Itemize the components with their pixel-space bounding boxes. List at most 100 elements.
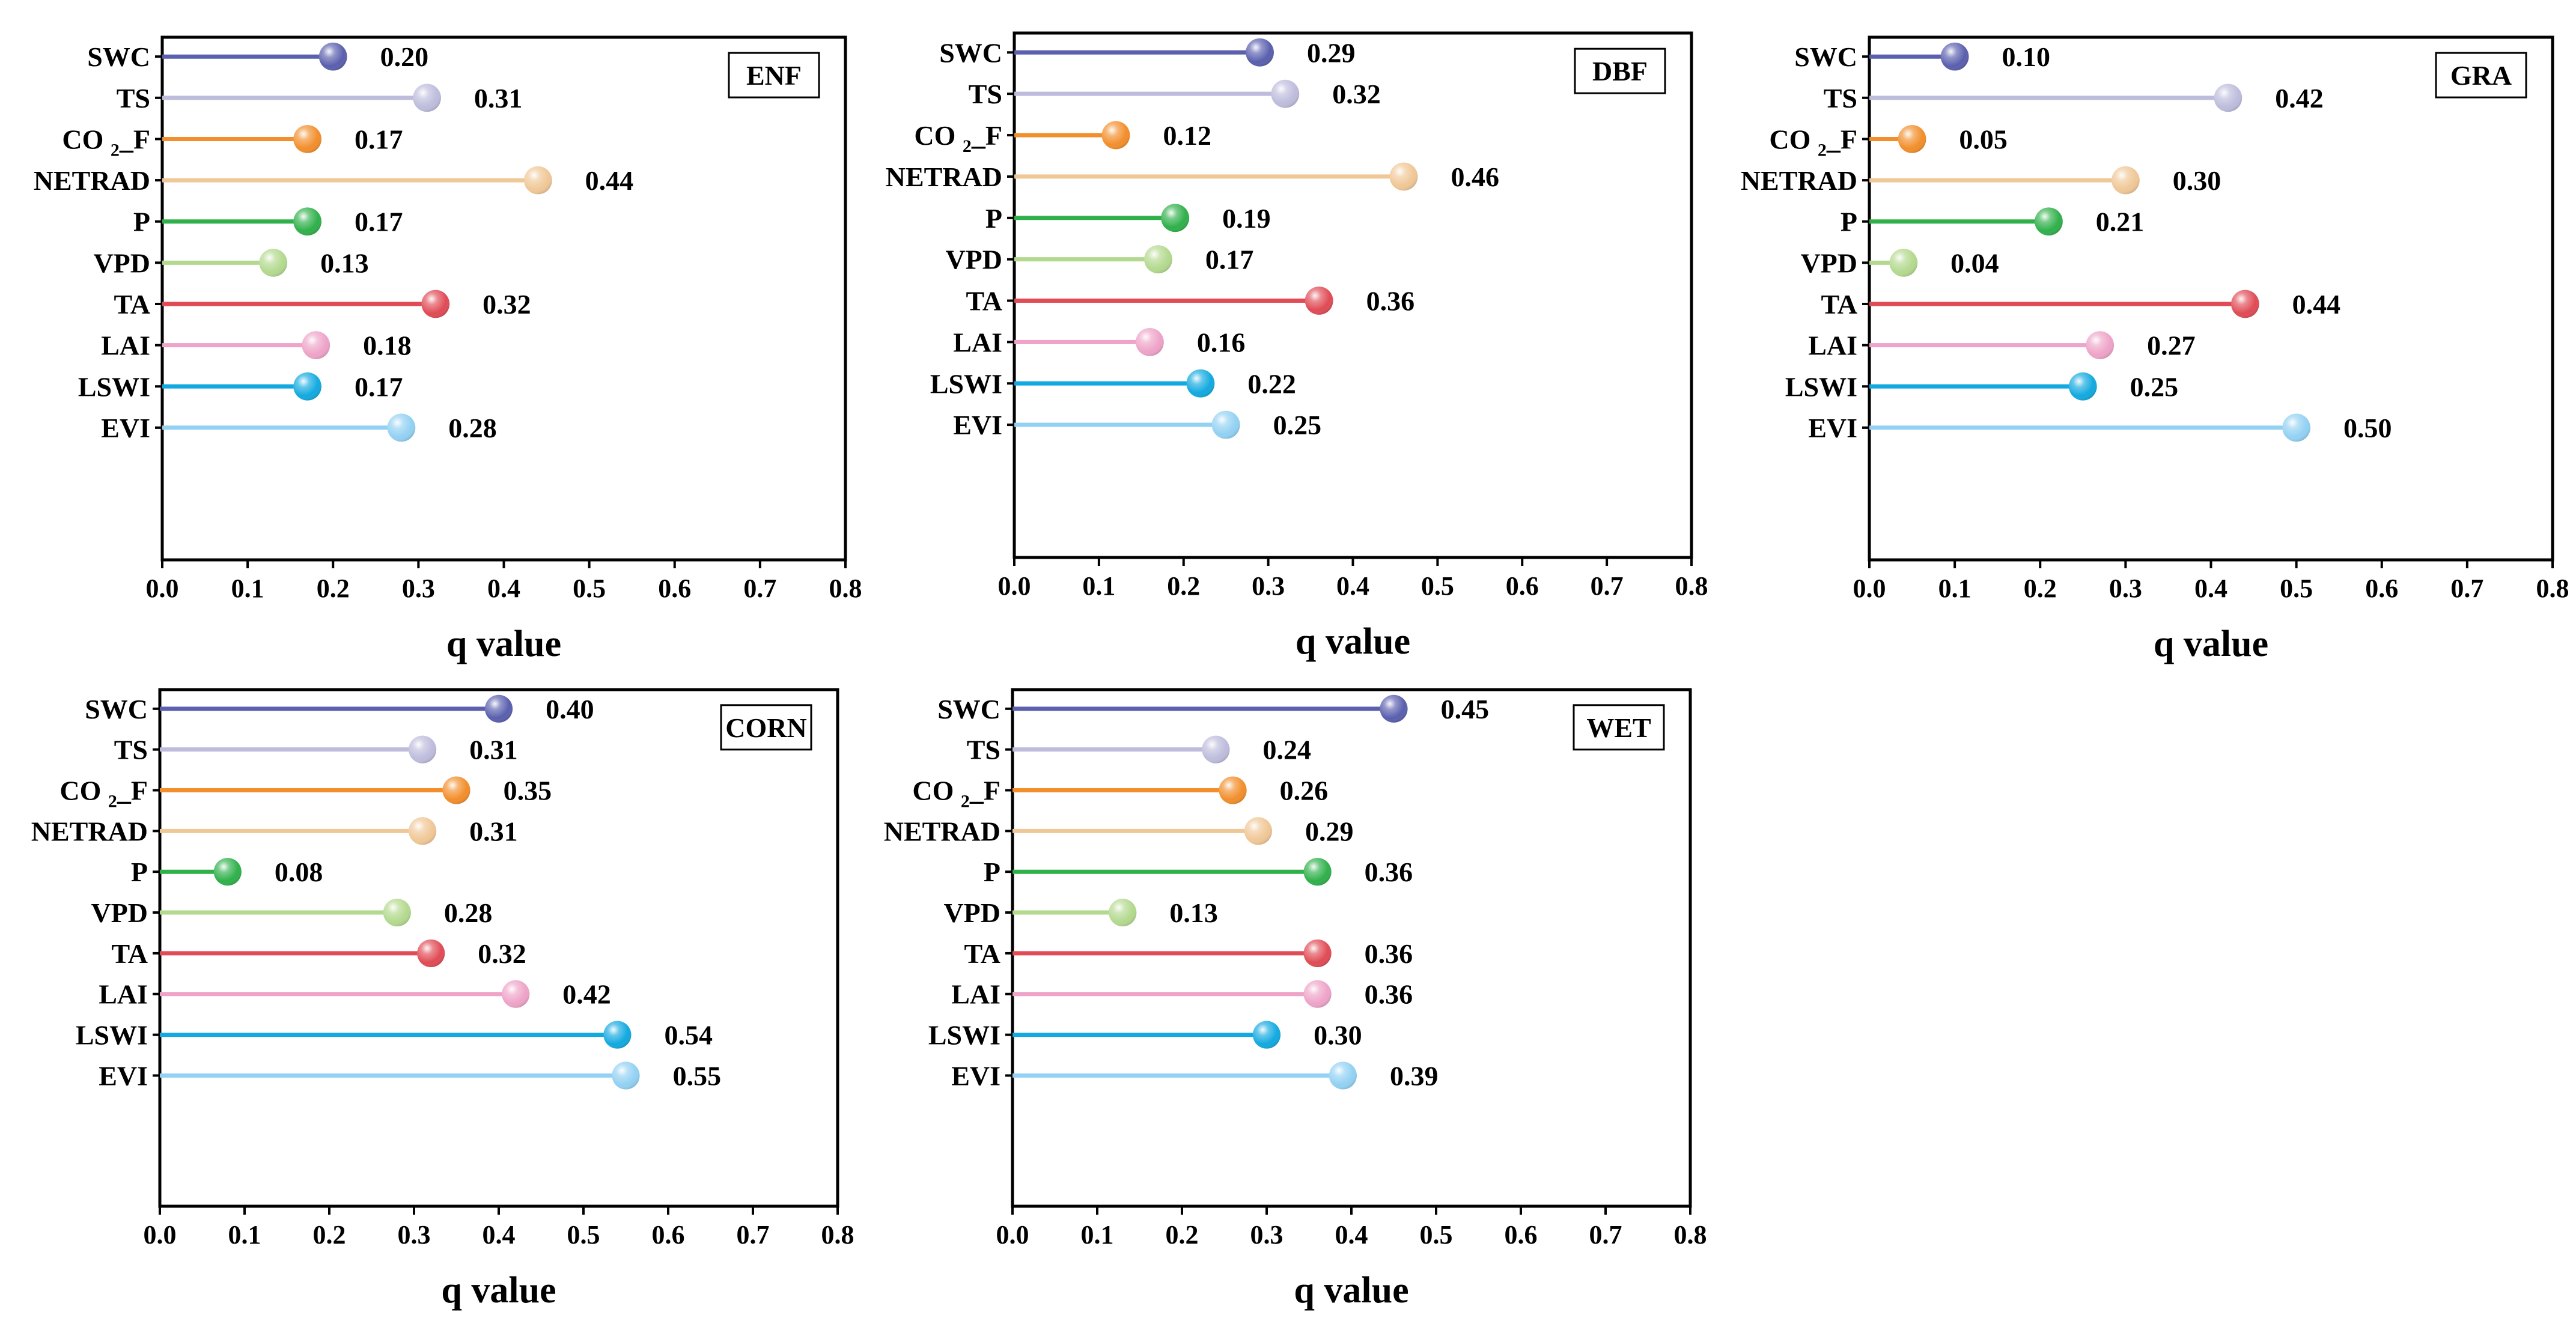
value-label-ta: 0.36 bbox=[1366, 286, 1415, 317]
value-label-co2-f: 0.05 bbox=[1959, 124, 2008, 154]
x-tick-label: 0.7 bbox=[2450, 574, 2483, 603]
x-axis-label: q value bbox=[446, 624, 561, 664]
value-label-p: 0.08 bbox=[275, 857, 323, 887]
lollipop-marker-highlight bbox=[1109, 898, 1137, 927]
value-label-lai: 0.27 bbox=[2147, 330, 2196, 361]
category-label-co2-f: CO 2_F bbox=[1769, 124, 1857, 160]
x-tick-label: 0.1 bbox=[1081, 1220, 1114, 1249]
value-label-lai: 0.16 bbox=[1197, 327, 1246, 357]
value-label-p: 0.36 bbox=[1365, 857, 1413, 887]
category-label-ta: TA bbox=[964, 938, 1001, 969]
lollipop-marker-highlight bbox=[293, 125, 321, 153]
chart-panel-dbf: 0.0 0.1 0.2 0.3 0.4 0.5 0.6 0.7 0.8 q value DBF SWC… bbox=[886, 31, 1708, 662]
x-tick-label: 0.7 bbox=[737, 1220, 770, 1249]
x-tick-label: 0.5 bbox=[1420, 1220, 1453, 1249]
lollipop-marker-highlight bbox=[1303, 980, 1332, 1008]
lollipop-marker-highlight bbox=[259, 249, 288, 277]
value-label-lai: 0.36 bbox=[1365, 979, 1413, 1010]
category-label-lswi: LSWI bbox=[1785, 371, 1857, 402]
category-label-lswi: LSWI bbox=[76, 1020, 148, 1051]
x-tick-label: 0.5 bbox=[567, 1220, 600, 1249]
lollipop-marker-highlight bbox=[1101, 121, 1130, 150]
x-tick-label: 0.8 bbox=[821, 1220, 854, 1249]
value-label-ts: 0.42 bbox=[2275, 83, 2324, 114]
lollipop-marker-highlight bbox=[409, 735, 437, 764]
x-tick-label: 0.7 bbox=[1589, 1220, 1622, 1249]
x-tick-label: 0.1 bbox=[1938, 574, 1972, 603]
value-label-netrad: 0.46 bbox=[1451, 162, 1499, 192]
lollipop-marker-highlight bbox=[387, 413, 416, 442]
plot-frame bbox=[1011, 688, 1692, 1208]
lollipop-marker-highlight bbox=[442, 776, 470, 804]
lollipop-marker-highlight bbox=[421, 290, 450, 318]
plot-frame bbox=[1868, 35, 2554, 562]
lollipop-marker-highlight bbox=[213, 858, 242, 886]
category-label-ts: TS bbox=[969, 79, 1002, 109]
value-label-co2-f: 0.35 bbox=[504, 776, 552, 806]
x-tick-label: 0.0 bbox=[144, 1220, 177, 1249]
category-label-vpd: VPD bbox=[945, 244, 1002, 275]
x-tick-label: 0.3 bbox=[1252, 571, 1285, 601]
category-label-lswi: LSWI bbox=[928, 1020, 1000, 1051]
value-label-vpd: 0.13 bbox=[1169, 897, 1218, 928]
lollipop-marker-highlight bbox=[524, 166, 552, 195]
category-label-co2-f: CO 2_F bbox=[914, 120, 1002, 156]
x-tick-label: 0.3 bbox=[398, 1220, 431, 1249]
lollipop-marker-highlight bbox=[1244, 817, 1272, 845]
category-label-netrad: NETRAD bbox=[34, 165, 150, 196]
value-label-ts: 0.31 bbox=[474, 83, 523, 114]
lollipop-marker-highlight bbox=[2214, 84, 2243, 112]
value-label-netrad: 0.30 bbox=[2173, 165, 2221, 196]
lollipop-marker-highlight bbox=[417, 939, 445, 967]
plot-frame bbox=[1012, 31, 1693, 559]
x-tick-label: 0.0 bbox=[998, 571, 1031, 601]
lollipop-marker-highlight bbox=[1219, 776, 1247, 804]
category-label-swc: SWC bbox=[937, 694, 1000, 724]
x-tick-label: 0.6 bbox=[1506, 571, 1539, 601]
lollipop-marker-highlight bbox=[612, 1061, 640, 1090]
value-label-vpd: 0.04 bbox=[1950, 247, 1999, 278]
x-tick-label: 0.4 bbox=[2194, 574, 2227, 603]
category-label-evi: EVI bbox=[1808, 413, 1857, 443]
value-label-lswi: 0.17 bbox=[355, 371, 403, 402]
x-tick-label: 0.7 bbox=[1591, 571, 1624, 601]
category-label-co2-f: CO 2_F bbox=[62, 124, 150, 160]
category-label-swc: SWC bbox=[85, 694, 148, 724]
category-label-p: P bbox=[133, 207, 150, 237]
x-tick-label: 0.6 bbox=[652, 1220, 685, 1249]
panel-title-box bbox=[1574, 47, 1666, 94]
panel-title-box bbox=[1573, 704, 1665, 751]
value-label-lswi: 0.54 bbox=[664, 1020, 713, 1051]
lollipop-marker-highlight bbox=[1329, 1061, 1357, 1090]
value-label-netrad: 0.31 bbox=[469, 816, 518, 846]
value-label-lswi: 0.22 bbox=[1247, 368, 1296, 399]
value-label-evi: 0.55 bbox=[673, 1060, 722, 1091]
x-tick-label: 0.5 bbox=[1421, 571, 1454, 601]
value-label-lswi: 0.25 bbox=[2130, 371, 2179, 402]
lollipop-marker-highlight bbox=[1305, 287, 1333, 315]
x-tick-label: 0.8 bbox=[829, 574, 862, 603]
lollipop-marker-highlight bbox=[1246, 38, 1274, 67]
value-label-swc: 0.40 bbox=[546, 694, 594, 724]
panel-title: GRA bbox=[2450, 60, 2512, 91]
panel-title: ENF bbox=[746, 60, 802, 91]
lollipop-marker-highlight bbox=[383, 898, 411, 927]
x-tick-label: 0.2 bbox=[1166, 1220, 1199, 1249]
value-label-ta: 0.36 bbox=[1365, 938, 1413, 969]
x-tick-label: 0.6 bbox=[658, 574, 691, 603]
lollipop-marker-highlight bbox=[1161, 204, 1190, 232]
x-tick-label: 0.0 bbox=[146, 574, 179, 603]
x-axis-label: q value bbox=[1296, 621, 1410, 662]
x-tick-label: 0.4 bbox=[1336, 571, 1369, 601]
x-tick-label: 0.8 bbox=[1674, 1220, 1707, 1249]
value-label-ta: 0.32 bbox=[478, 938, 526, 969]
x-tick-label: 0.3 bbox=[2109, 574, 2142, 603]
lollipop-marker-highlight bbox=[293, 207, 321, 236]
chart-panel-enf: 0.0 0.1 0.2 0.3 0.4 0.5 0.6 0.7 0.8 q value ENF SWC… bbox=[34, 35, 862, 664]
category-label-evi: EVI bbox=[99, 1060, 148, 1091]
lollipop-marker-highlight bbox=[1135, 327, 1164, 356]
category-label-lswi: LSWI bbox=[930, 368, 1002, 399]
category-label-p: P bbox=[1841, 207, 1857, 237]
value-label-lai: 0.42 bbox=[562, 979, 611, 1010]
panel-title-box bbox=[720, 704, 812, 751]
